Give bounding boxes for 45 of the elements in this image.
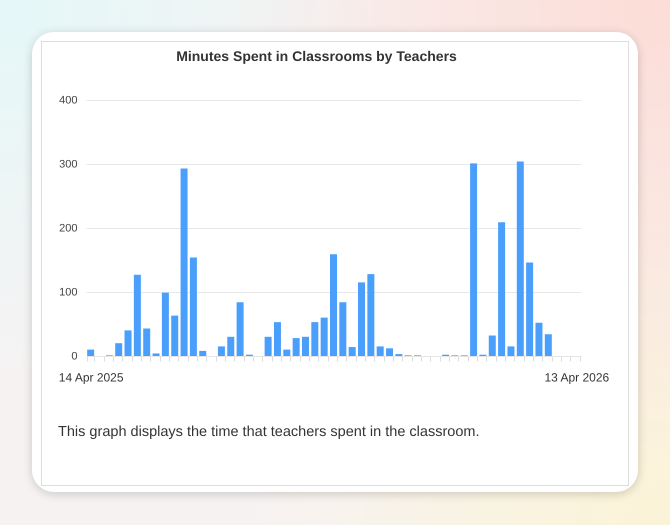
bar: [152, 353, 160, 356]
bar: [311, 322, 318, 356]
text: This graph displays the time that teachers spent in the classroom.: [58, 424, 480, 440]
y-tick-label: 0: [71, 350, 78, 362]
bar: [292, 338, 300, 356]
y-tick-label: 400: [59, 94, 78, 106]
bar: [498, 222, 506, 356]
bar: [264, 336, 272, 356]
x-tick-label: 14 Apr 2025: [58, 370, 124, 384]
bar: [162, 292, 169, 356]
x-tick-label: 13 Apr 2026: [544, 370, 610, 384]
bar: [190, 257, 197, 356]
bar: [386, 348, 394, 356]
bar: [115, 343, 122, 356]
bar: [330, 254, 337, 356]
bar: [180, 168, 188, 356]
chart-title: Minutes Spent in Classrooms by Teachers: [176, 48, 458, 64]
bar: [283, 350, 290, 356]
y-tick-label: 100: [59, 286, 78, 298]
bar: [376, 346, 384, 356]
bar: [124, 330, 132, 356]
bar: [236, 302, 244, 356]
bar: [134, 274, 141, 356]
bar: [87, 350, 94, 356]
y-tick-label: 300: [59, 158, 78, 170]
bar: [516, 161, 524, 356]
bar: [320, 318, 328, 356]
bar: [470, 163, 478, 356]
bar: [544, 334, 552, 356]
bar: [171, 316, 178, 356]
bar: [143, 328, 150, 356]
bar: [535, 322, 542, 356]
bar: [507, 346, 514, 356]
bar: [339, 302, 346, 356]
bar: [227, 336, 234, 356]
bar: [348, 347, 356, 356]
bar: [488, 336, 496, 356]
bar: [367, 274, 374, 356]
bar: [302, 336, 309, 356]
bar: [526, 262, 534, 356]
bar: [218, 346, 225, 356]
bar: [199, 350, 206, 356]
bar: [274, 322, 281, 356]
bar: [358, 282, 366, 356]
y-tick-label: 200: [59, 222, 78, 234]
